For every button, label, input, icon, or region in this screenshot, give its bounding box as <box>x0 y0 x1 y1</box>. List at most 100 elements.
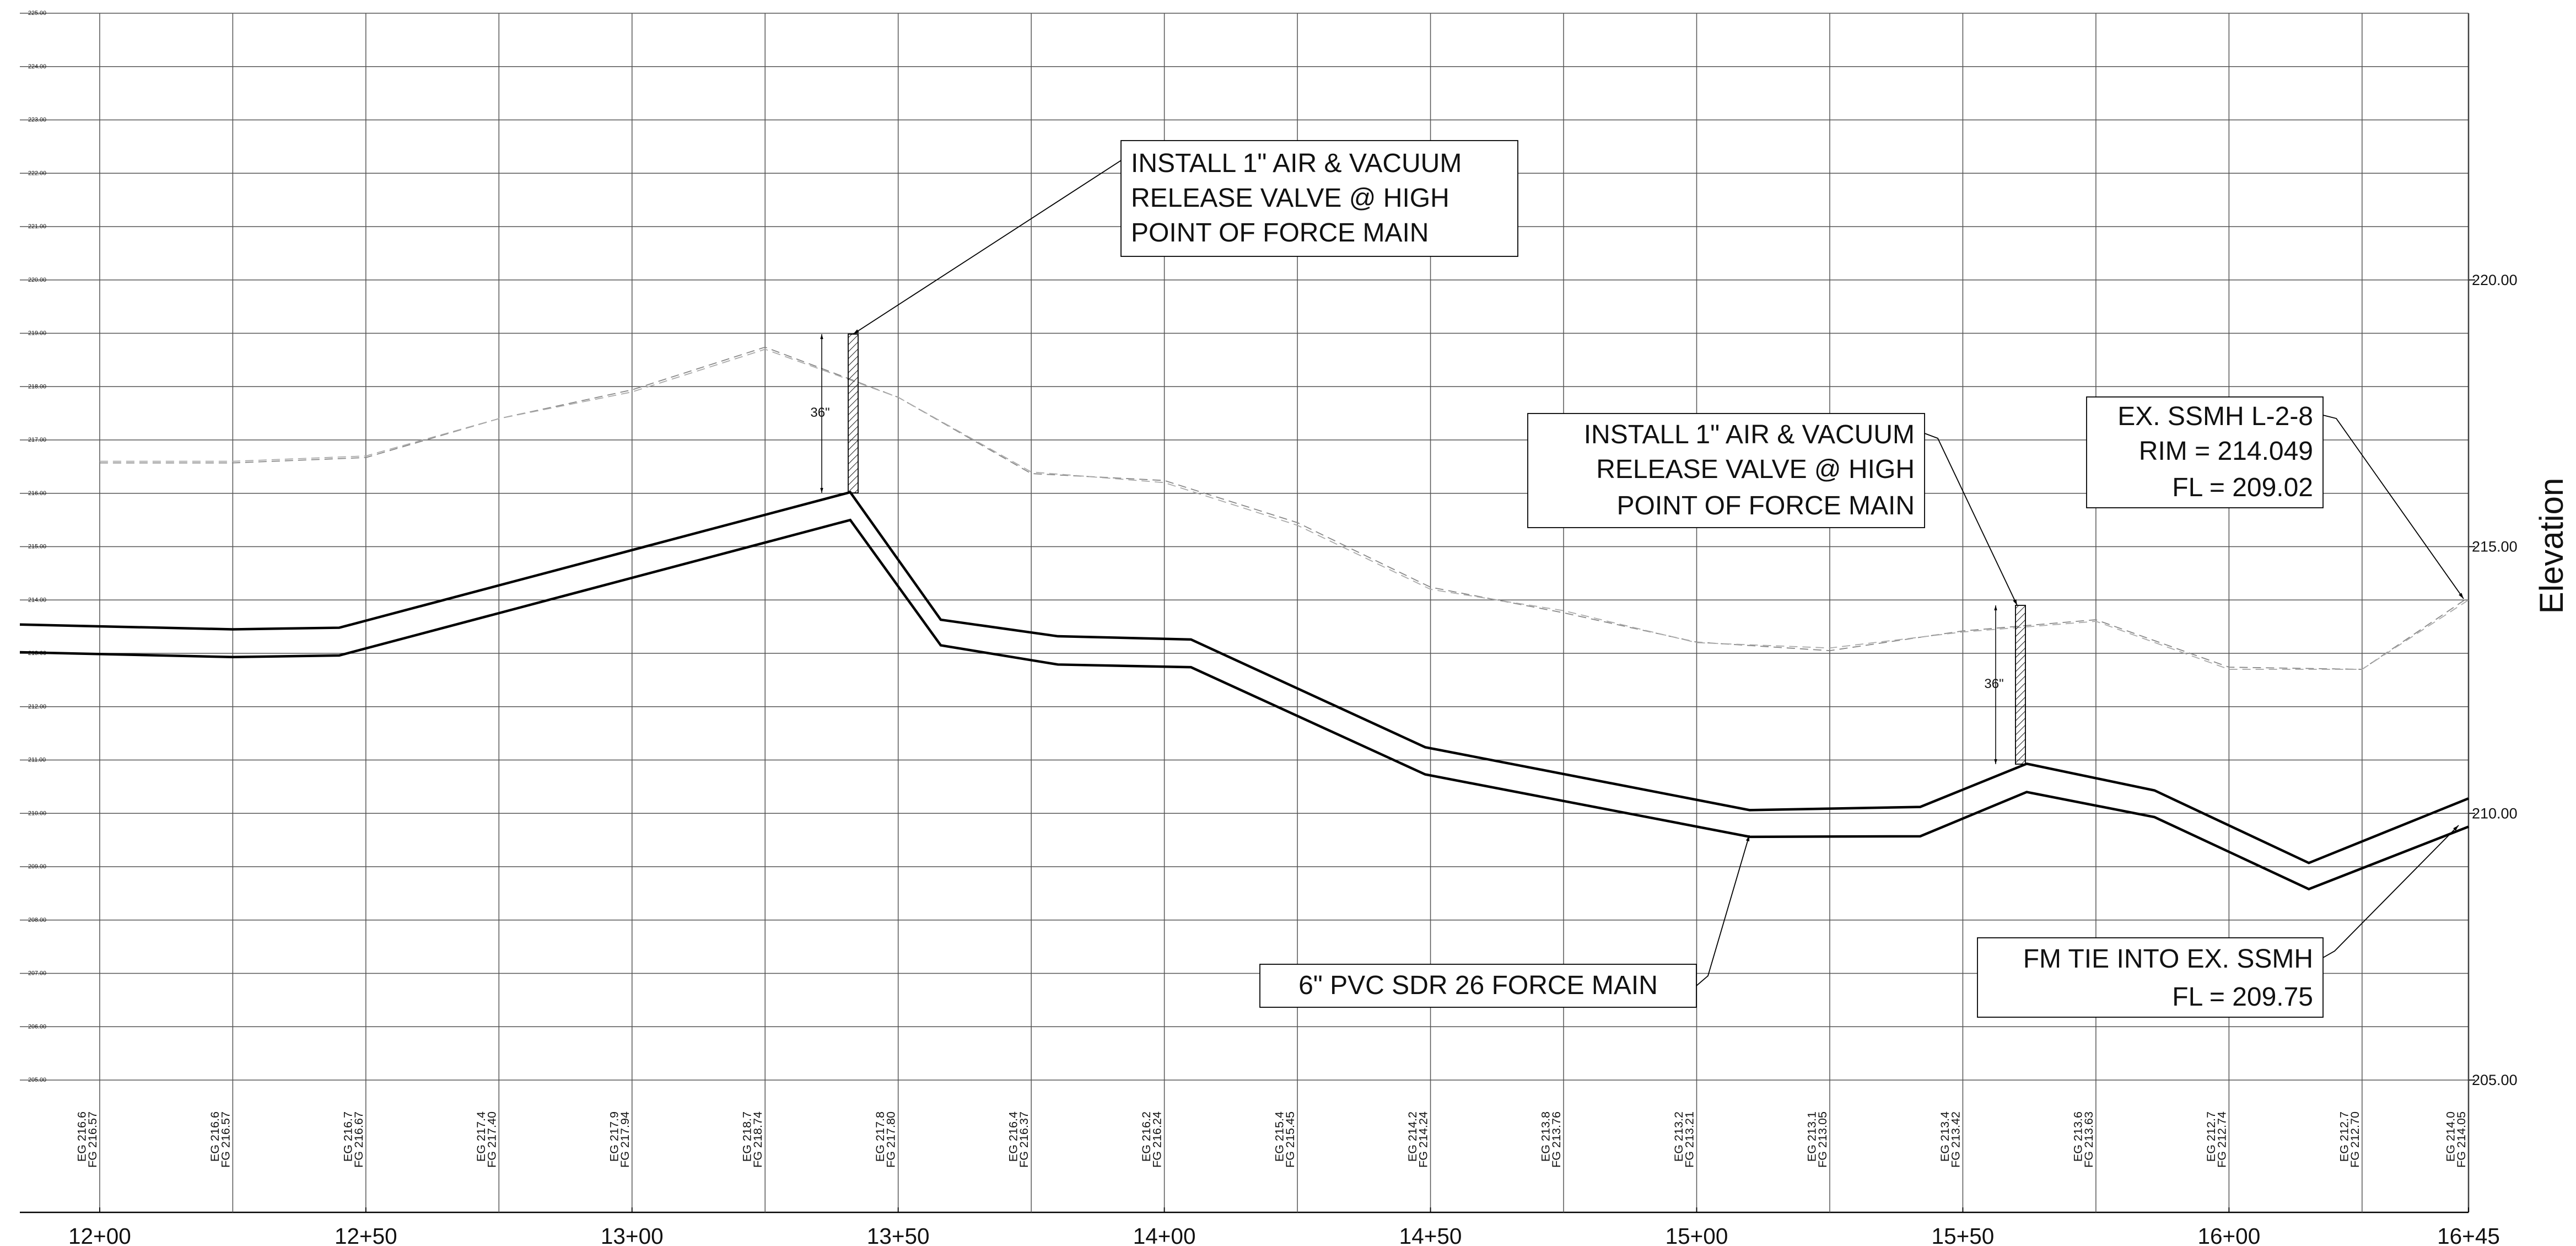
y-tick-label: 208.00 <box>28 917 46 923</box>
grade-label: EG 215.4 <box>1273 1111 1286 1162</box>
callout-box <box>1120 140 1518 257</box>
callout-text: RIM = 214.049 <box>2139 437 2313 466</box>
y-tick-label: 220.00 <box>28 277 46 283</box>
callout-text: FM TIE INTO EX. SSMH <box>2023 944 2313 974</box>
grade-label: FG 212.74 <box>2214 1111 2228 1168</box>
grade-label: FG 217.40 <box>484 1111 498 1168</box>
y-tick-label: 211.00 <box>28 757 46 764</box>
grade-label: FG 213.63 <box>2082 1111 2095 1168</box>
callout-text: EX. SSMH L-2-8 <box>2117 402 2313 431</box>
y2-tick-label: 210.00 <box>2472 805 2518 821</box>
grade-label: EG 213.2 <box>1672 1111 1685 1162</box>
leader-line <box>2322 415 2464 599</box>
grade-label: FG 213.05 <box>1815 1111 1829 1168</box>
y-tick-label: 215.00 <box>28 544 46 550</box>
x-tick-label: 15+50 <box>1932 1223 1995 1246</box>
grade-label: FG 213.42 <box>1948 1111 1962 1168</box>
callout-text: POINT OF FORCE MAIN <box>1131 218 1429 248</box>
x-tick-label: 15+00 <box>1666 1223 1728 1246</box>
y2-tick-label: 220.00 <box>2472 272 2518 288</box>
grade-label: EG 217.8 <box>873 1111 887 1162</box>
y2-axis-title: Elevation <box>2533 478 2570 614</box>
x-tick-label: 16+45 <box>2437 1223 2500 1246</box>
leader-line <box>2322 825 2459 958</box>
y-tick-label: 224.00 <box>28 63 46 70</box>
y2-tick-label: 215.00 <box>2472 539 2518 555</box>
grade-label: EG 212.7 <box>2337 1111 2351 1162</box>
y-tick-label: 214.00 <box>28 597 46 603</box>
dimension-label: 36" <box>810 405 829 420</box>
grade-label: FG 216.37 <box>1017 1111 1031 1168</box>
callout-text: POINT OF FORCE MAIN <box>1617 491 1915 520</box>
y-tick-label: 222.00 <box>28 170 46 176</box>
y-tick-label: 223.00 <box>28 117 46 123</box>
callout-text: 6" PVC SDR 26 FORCE MAIN <box>1298 971 1658 1000</box>
profile-line <box>19 518 2469 891</box>
grade-label: EG 218.7 <box>740 1111 754 1162</box>
y-tick-label: 205.00 <box>28 1077 46 1083</box>
grade-label: FG 216.24 <box>1150 1111 1164 1168</box>
grade-label: FG 218.74 <box>751 1111 764 1168</box>
leader-line <box>853 160 1122 335</box>
y-tick-label: 216.00 <box>28 490 46 497</box>
grade-label: EG 213.1 <box>1804 1111 1818 1162</box>
callout-text: RELEASE VALVE @ HIGH <box>1131 184 1449 213</box>
callout-text: FL = 209.02 <box>2172 473 2313 502</box>
grade-label: FG 217.80 <box>884 1111 898 1168</box>
y-tick-label: 225.00 <box>28 10 46 17</box>
callout-box <box>1977 937 2324 1018</box>
y-tick-label: 212.00 <box>28 703 46 710</box>
grade-label: EG 216.4 <box>1006 1111 1020 1162</box>
grade-label: EG 216.6 <box>74 1111 88 1162</box>
grade-label: EG 213.6 <box>2071 1111 2084 1162</box>
profile-line <box>19 491 2469 864</box>
x-tick-label: 13+50 <box>867 1223 930 1246</box>
y-tick-label: 219.00 <box>28 330 46 337</box>
grade-label: EG 216.6 <box>208 1111 222 1162</box>
leader-line <box>1696 835 1750 986</box>
valve-riser <box>2015 605 2026 765</box>
grade-label: FG 215.45 <box>1283 1111 1297 1168</box>
grade-label: FG 216.67 <box>352 1111 365 1168</box>
grade-label: FG 217.94 <box>618 1111 632 1168</box>
callout-box <box>1259 964 1697 1008</box>
callout-text: INSTALL 1" AIR & VACUUM <box>1584 420 1915 449</box>
grade-label: FG 214.05 <box>2454 1111 2468 1168</box>
callout-box <box>1527 413 1925 528</box>
dimension-label: 36" <box>1984 676 2003 691</box>
callout-text: RELEASE VALVE @ HIGH <box>1596 455 1915 484</box>
x-tick-label: 12+50 <box>335 1223 397 1246</box>
x-tick-label: 12+00 <box>68 1223 131 1246</box>
profile-line <box>99 348 2469 670</box>
y-tick-label: 207.00 <box>28 970 46 977</box>
grade-label: EG 212.7 <box>2204 1111 2218 1162</box>
grade-label: EG 214.0 <box>2444 1111 2458 1162</box>
callout-text: FL = 209.75 <box>2172 982 2313 1012</box>
grade-label: EG 217.9 <box>607 1111 621 1162</box>
y-tick-label: 209.00 <box>28 863 46 870</box>
grade-label: EG 213.4 <box>1938 1111 1952 1162</box>
y-tick-label: 221.00 <box>28 223 46 230</box>
grade-label: EG 217.4 <box>474 1111 488 1162</box>
leader-line <box>1924 433 2018 606</box>
x-tick-label: 16+00 <box>2197 1223 2260 1246</box>
y-tick-label: 206.00 <box>28 1023 46 1030</box>
y-tick-label: 218.00 <box>28 383 46 390</box>
x-tick-label: 14+50 <box>1399 1223 1462 1246</box>
grade-label: FG 214.24 <box>1416 1111 1430 1168</box>
grade-label: EG 216.2 <box>1139 1111 1153 1162</box>
grade-label: EG 214.2 <box>1405 1111 1419 1162</box>
grade-label: FG 216.57 <box>85 1111 99 1168</box>
grade-label: FG 216.57 <box>218 1111 232 1168</box>
x-tick-label: 13+00 <box>601 1223 664 1246</box>
x-tick-label: 14+00 <box>1133 1223 1196 1246</box>
y-tick-label: 217.00 <box>28 437 46 443</box>
grade-label: EG 213.8 <box>1539 1111 1553 1162</box>
valve-riser <box>848 334 859 493</box>
y-tick-label: 210.00 <box>28 810 46 817</box>
y2-tick-label: 205.00 <box>2472 1072 2518 1088</box>
grade-label: FG 213.76 <box>1549 1111 1563 1168</box>
grade-label: FG 213.21 <box>1682 1111 1696 1168</box>
callout-box <box>2086 396 2324 508</box>
